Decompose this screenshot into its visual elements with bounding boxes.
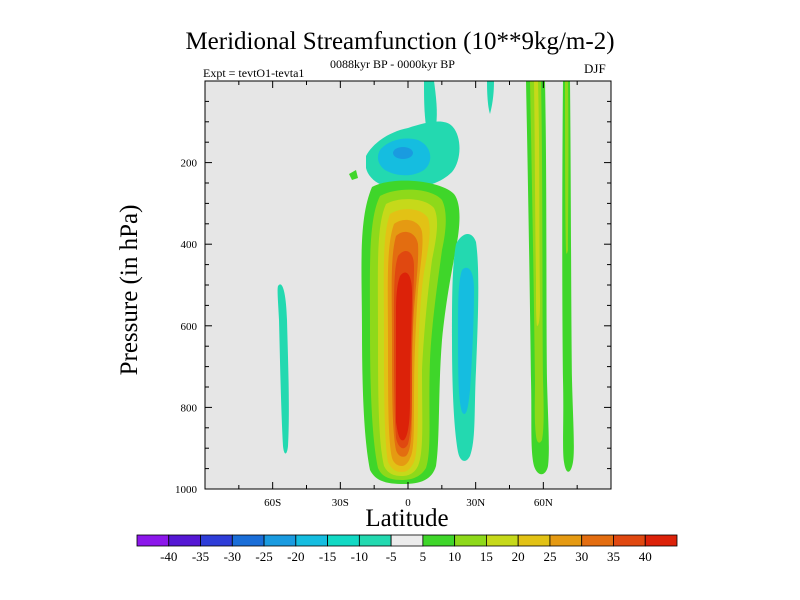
colorbar-label: 10	[448, 549, 461, 564]
y-tick-label: 1000	[175, 484, 198, 496]
colorbar-swatch	[486, 534, 519, 547]
colorbar-swatch	[200, 534, 233, 547]
nh-positive-band-70N	[562, 81, 574, 472]
colorbar-swatch	[327, 534, 360, 547]
colorbar-swatch	[581, 534, 614, 547]
nh-positive-band-55N	[526, 81, 549, 475]
colorbar-swatch	[136, 534, 170, 547]
colorbar-label: -30	[224, 549, 241, 564]
x-tick-label: 60S	[264, 497, 281, 509]
colorbar-swatch	[613, 534, 646, 547]
nh-upper-thin-band	[487, 81, 494, 114]
colorbar-label: -5	[386, 549, 397, 564]
colorbar-label: -15	[319, 549, 336, 564]
x-tick-label: 30S	[332, 497, 349, 509]
colorbar-swatch	[231, 534, 265, 547]
x-tick-label: 0	[405, 497, 411, 509]
period-label: 0088kyr BP - 0000kyr BP	[330, 57, 455, 71]
y-tick-label: 200	[181, 158, 198, 170]
y-tick-label: 400	[181, 239, 198, 251]
y-tick-label: 800	[181, 402, 198, 414]
y-tick-label: 600	[181, 321, 198, 333]
nh-negative-cell	[452, 233, 479, 461]
colorbar: -40 -35 -30 -25 -20 -15 -10 -5 5 10 15 20 25 30 35 40	[136, 534, 678, 564]
season-label: DJF	[584, 61, 606, 76]
colorbar-swatch	[644, 534, 678, 547]
colorbar-swatch	[390, 534, 424, 547]
x-tick-label: 60N	[534, 497, 553, 509]
colorbar-label: 40	[639, 549, 652, 564]
colorbar-label: 25	[543, 549, 556, 564]
plot-title: Meridional Streamfunction (10**9kg/m-2)	[185, 28, 615, 55]
colorbar-swatch	[454, 534, 487, 547]
colorbar-label: -40	[160, 549, 177, 564]
colorbar-swatch	[295, 534, 328, 547]
x-tick-label: 30N	[466, 497, 485, 509]
sh-thin-negative-band	[277, 284, 289, 454]
upper-negative-cell	[349, 81, 460, 189]
x-axis: 60S 30S 0 30N 60N	[238, 81, 578, 509]
contour-fields	[277, 81, 574, 485]
colorbar-label: -20	[287, 549, 304, 564]
experiment-label: Expt = tevtO1-tevta1	[203, 66, 305, 80]
colorbar-swatch	[168, 534, 201, 547]
x-axis-title: Latitude	[365, 505, 449, 532]
colorbar-label: -35	[192, 549, 209, 564]
colorbar-label: -10	[351, 549, 368, 564]
sh-hadley-cell	[361, 180, 460, 485]
colorbar-label: 30	[575, 549, 588, 564]
colorbar-label: 15	[480, 549, 493, 564]
y-axis: 200 400 600 800 1000	[175, 100, 611, 496]
colorbar-label: 5	[420, 549, 427, 564]
colorbar-label: 20	[512, 549, 525, 564]
colorbar-label: 35	[607, 549, 620, 564]
colorbar-swatch	[517, 534, 551, 547]
colorbar-label: -25	[255, 549, 272, 564]
colorbar-swatch	[358, 534, 392, 547]
colorbar-swatch	[422, 534, 456, 547]
colorbar-swatch	[549, 534, 583, 547]
colorbar-swatch	[263, 534, 297, 547]
